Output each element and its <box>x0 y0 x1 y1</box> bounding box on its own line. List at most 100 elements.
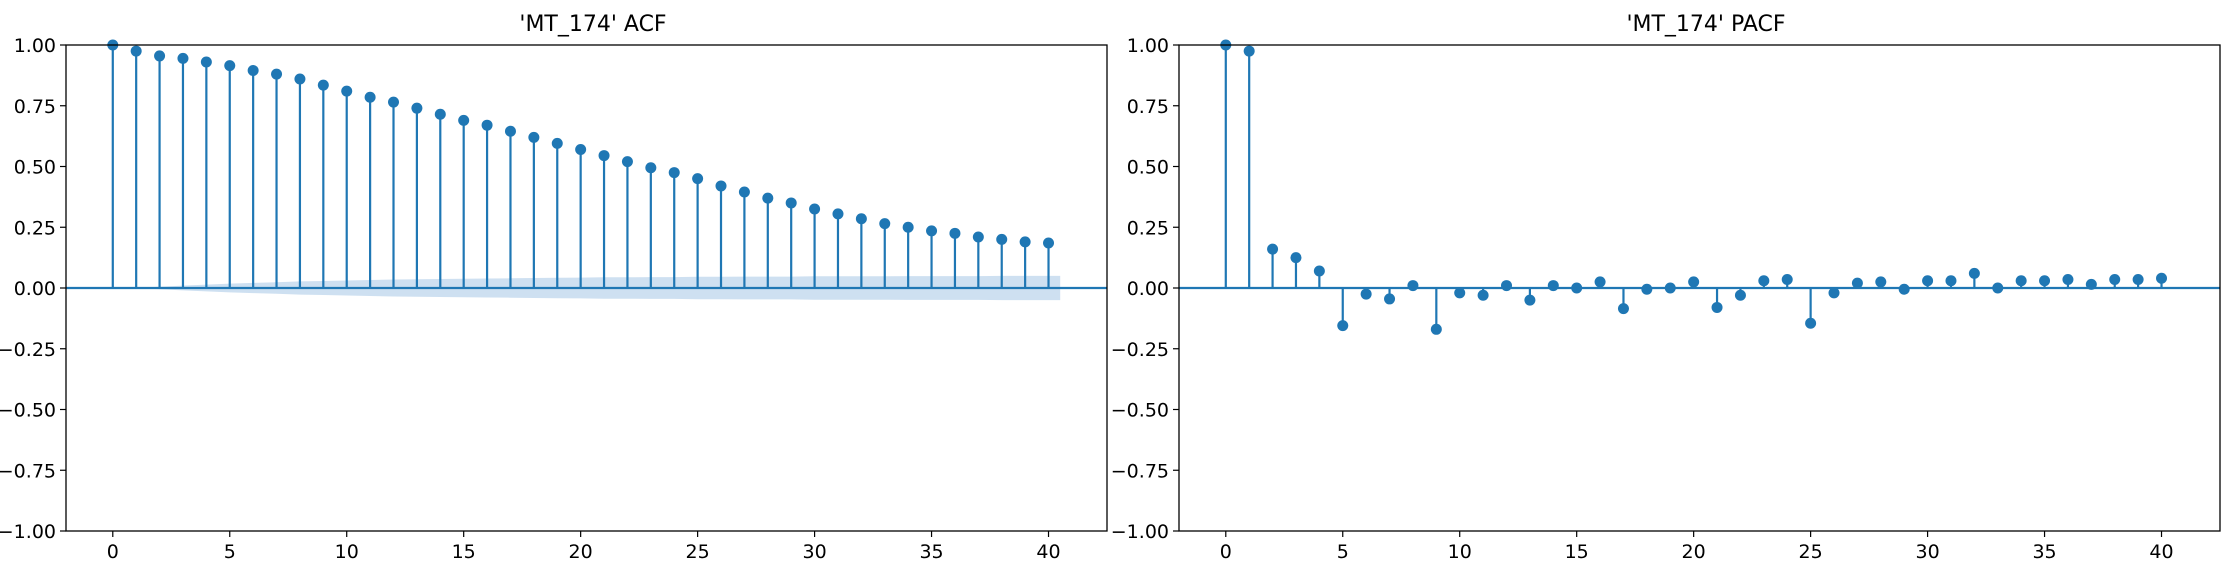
acf-x-tick-label: 30 <box>802 541 826 563</box>
pacf-stem-marker <box>1898 283 1910 295</box>
pacf-stem-marker <box>1805 317 1817 329</box>
pacf-y-tick-label: −0.25 <box>1111 339 1169 361</box>
acf-stem-marker <box>224 60 236 72</box>
acf-stem-marker <box>902 221 914 233</box>
acf-stem-marker <box>341 85 353 97</box>
pacf-stem-marker <box>1571 282 1583 294</box>
acf-y-tick-label: −0.75 <box>0 460 56 482</box>
pacf-stem-marker <box>1290 252 1302 264</box>
pacf-stem-marker <box>1524 294 1536 306</box>
pacf-stem-marker <box>1594 276 1606 288</box>
pacf-stem-marker <box>1501 280 1513 292</box>
acf-stem-marker <box>972 231 984 243</box>
pacf-stem-marker <box>1454 287 1466 299</box>
pacf-stem-marker <box>1407 280 1419 292</box>
acf-stems <box>107 39 1055 288</box>
pacf-y-tick-label: −0.75 <box>1111 460 1169 482</box>
pacf-stem-marker <box>1851 277 1863 289</box>
acf-y-tick-label: −1.00 <box>0 521 56 543</box>
acf-stem-marker <box>715 180 727 192</box>
acf-y-tick-label: 1.00 <box>14 35 56 57</box>
pacf-stem-marker <box>1430 323 1442 335</box>
pacf-x-tick-label: 10 <box>1448 541 1472 563</box>
acf-x-tick-label: 0 <box>107 541 119 563</box>
pacf-stem-marker <box>1384 293 1396 305</box>
acf-stem-marker <box>411 102 423 114</box>
pacf-x-tick-label: 40 <box>2149 541 2173 563</box>
pacf-stem-marker <box>1243 45 1255 57</box>
pacf-stem-marker <box>1477 289 1489 301</box>
pacf-title: 'MT_174' PACF <box>1626 12 1785 37</box>
acf-stem-marker <box>668 167 680 179</box>
pacf-y-tick-label: 0.00 <box>1127 278 1169 300</box>
pacf-x-tick-label: 15 <box>1565 541 1589 563</box>
pacf-stem-marker <box>1617 303 1629 315</box>
acf-stem-marker <box>200 56 212 68</box>
acf-stem-marker <box>832 208 844 220</box>
acf-stem-marker <box>598 150 610 162</box>
acf-stem-marker <box>1043 237 1055 249</box>
pacf-stem-marker <box>2015 275 2027 287</box>
pacf-y-tick-label: 1.00 <box>1127 35 1169 57</box>
acf-stem-marker <box>926 225 938 237</box>
acf-stem-marker <box>317 79 329 91</box>
pacf-y-axis: −1.00 −0.75 −0.50 −0.25 0.00 0.25 0.50 0.75 1.00 <box>1111 35 1179 543</box>
acf-y-tick-label: 0.00 <box>14 278 56 300</box>
pacf-stem-marker <box>2085 278 2097 290</box>
pacf-x-tick-label: 25 <box>1799 541 1823 563</box>
pacf-x-tick-label: 5 <box>1337 541 1349 563</box>
acf-y-tick-label: 0.75 <box>14 96 56 118</box>
pacf-stem-marker <box>1688 276 1700 288</box>
acf-stem-marker <box>434 108 446 120</box>
pacf-stem-marker <box>1547 280 1559 292</box>
acf-stem-marker <box>271 68 283 80</box>
acf-title: 'MT_174' ACF <box>519 12 666 37</box>
acf-stem-marker <box>855 213 867 225</box>
pacf-y-tick-label: 0.25 <box>1127 217 1169 239</box>
pacf-stem-marker <box>1337 320 1349 332</box>
pacf-y-tick-label: 0.50 <box>1127 157 1169 179</box>
pacf-stem-marker <box>1664 282 1676 294</box>
acf-stem-marker <box>481 119 493 131</box>
acf-stem-marker <box>738 186 750 198</box>
acf-y-axis: −1.00 −0.75 −0.50 −0.25 0.00 0.25 0.50 0.75 1.00 <box>0 35 66 543</box>
acf-stem-marker <box>575 143 587 155</box>
pacf-stem-marker <box>2062 273 2074 285</box>
acf-y-tick-label: 0.25 <box>14 217 56 239</box>
acf-x-axis: 0 5 10 15 20 25 30 35 40 <box>107 531 1061 563</box>
acf-stem-marker <box>528 131 540 143</box>
pacf-stem-marker <box>1313 265 1325 277</box>
pacf-panel: 'MT_174' PACF 0 5 10 15 20 25 30 35 40 −1.00 −0.7… <box>1111 12 2221 563</box>
acf-stem-marker <box>177 52 189 64</box>
acf-stem-marker <box>294 73 306 85</box>
acf-stem-marker <box>154 50 166 62</box>
pacf-stem-marker <box>1992 282 2004 294</box>
pacf-y-tick-label: −1.00 <box>1111 521 1169 543</box>
pacf-stem-marker <box>1267 243 1279 255</box>
acf-x-tick-label: 25 <box>686 541 710 563</box>
pacf-stem-marker <box>1968 267 1980 279</box>
acf-stem-marker <box>809 203 821 215</box>
acf-x-tick-label: 5 <box>224 541 236 563</box>
pacf-x-axis: 0 5 10 15 20 25 30 35 40 <box>1220 531 2174 563</box>
acf-stem-marker <box>388 96 400 108</box>
acf-stem-marker <box>551 137 563 149</box>
pacf-stem-marker <box>1758 275 1770 287</box>
pacf-x-tick-label: 30 <box>1915 541 1939 563</box>
acf-stem-marker <box>785 197 797 209</box>
pacf-stem-marker <box>2132 273 2144 285</box>
acf-stem-marker <box>996 233 1008 245</box>
acf-stem-marker <box>645 162 657 174</box>
acf-x-tick-label: 35 <box>919 541 943 563</box>
pacf-stem-marker <box>2109 273 2121 285</box>
pacf-stem-marker <box>2156 272 2168 284</box>
pacf-stem-marker <box>1711 301 1723 313</box>
pacf-stem-marker <box>1828 287 1840 299</box>
pacf-stem-marker <box>1734 289 1746 301</box>
acf-x-tick-label: 15 <box>452 541 476 563</box>
pacf-stems <box>1220 39 2168 335</box>
pacf-stem-marker <box>1945 275 1957 287</box>
pacf-y-tick-label: −0.50 <box>1111 400 1169 422</box>
pacf-x-tick-label: 0 <box>1220 541 1232 563</box>
